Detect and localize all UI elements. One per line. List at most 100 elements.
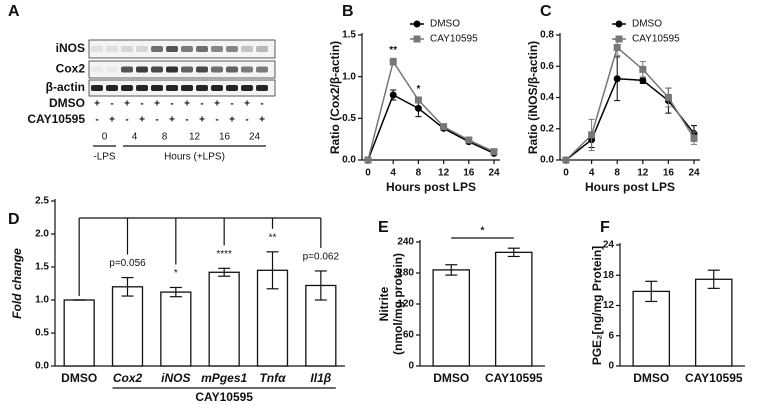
blot-band (136, 46, 148, 52)
blot-band (211, 46, 223, 52)
x-tick-label: 0 (563, 168, 569, 179)
x-tick-label: 8 (416, 168, 422, 179)
panel-letter: C (540, 3, 552, 20)
marker (440, 123, 448, 131)
significance: p=0.056 (109, 258, 146, 269)
y-tick-label: 0.5 (35, 328, 49, 339)
x-tick-label: 24 (688, 168, 700, 179)
x-tick-label: 8 (614, 168, 620, 179)
blot-band (241, 46, 253, 52)
panel-letter: A (8, 3, 20, 20)
blot-band (166, 46, 178, 52)
bar (694, 278, 733, 367)
blot-band (226, 46, 238, 52)
blot-band (136, 85, 148, 91)
panel-letter: B (342, 3, 354, 20)
panel-letter: E (378, 219, 389, 236)
legend-marker (615, 35, 623, 43)
series-line (565, 46, 695, 161)
y-axis-label: Ratio (iNOS/β-actin) (526, 41, 540, 154)
panel-letter: D (8, 211, 20, 228)
treatment-mark: + (169, 115, 175, 126)
treatment-mark: - (230, 99, 233, 110)
condition-label: -LPS (93, 152, 116, 163)
blot-band (196, 85, 208, 91)
error-bar (645, 280, 658, 303)
x-axis-label: Hours post LPS (585, 180, 675, 194)
y-axis-label: (nmol/mg protein) (391, 253, 405, 355)
y-tick-label: 12 (603, 300, 615, 311)
x-tick-label: Tnfα (259, 371, 286, 385)
significance: * (174, 268, 178, 279)
marker (613, 75, 621, 83)
y-tick-label: 60 (403, 330, 415, 341)
x-tick-label: DMSO (633, 371, 669, 385)
significance: p=0.062 (303, 252, 340, 263)
blot-band (121, 66, 133, 73)
blot-band (226, 85, 238, 91)
marker (389, 91, 397, 99)
y-axis-label: PGE₂[ng/mg Protein] (590, 246, 604, 365)
treatment-mark: - (170, 99, 173, 110)
time-label: 12 (189, 132, 201, 143)
marker (414, 104, 422, 112)
x-tick-label: Cox2 (113, 371, 143, 385)
marker (690, 134, 698, 142)
bar (494, 251, 533, 367)
y-tick-label: 0.6 (540, 61, 554, 72)
blot-band (106, 85, 118, 91)
legend-marker (413, 35, 421, 43)
treatment-mark: + (244, 99, 250, 110)
legend-label: DMSO (430, 19, 460, 30)
blot-band (196, 46, 208, 52)
y-tick-label: 18 (603, 270, 615, 281)
x-tick-label: DMSO (433, 371, 469, 385)
blot-band (256, 85, 268, 91)
y-axis-label: Fold change (10, 248, 24, 319)
y-tick-label: 6 (608, 330, 614, 341)
treatment-mark: - (125, 115, 128, 126)
y-tick-label: 0.0 (540, 155, 554, 166)
treatment-mark: - (110, 99, 113, 110)
legend-marker (615, 20, 623, 28)
x-tick-label: 16 (463, 168, 475, 179)
blot-band (166, 66, 178, 73)
blot-band (181, 46, 193, 52)
blot-band (91, 66, 103, 73)
marker (364, 156, 372, 164)
marker (613, 44, 621, 51)
error-bar (121, 276, 134, 297)
x-tick-label: mPges1 (201, 371, 247, 385)
treatment-mark: + (184, 99, 190, 110)
x-tick-label: CAY10595 (485, 371, 543, 385)
blot-band (91, 85, 103, 91)
error-bar (218, 267, 231, 277)
treatment-mark: - (260, 99, 263, 110)
treatment-mark: + (94, 99, 100, 110)
significance: **** (216, 249, 232, 260)
condition-label: Hours (+LPS) (164, 152, 225, 163)
bar (160, 291, 192, 367)
blot-band (91, 46, 103, 52)
treatment-label: CAY10595 (27, 112, 85, 126)
significance: ** (389, 45, 397, 56)
legend-label: DMSO (632, 19, 662, 30)
treatment-mark: - (215, 115, 218, 126)
treatment-mark: + (259, 115, 265, 126)
y-tick-label: 0 (408, 361, 414, 372)
marker (588, 131, 596, 139)
blot-band (181, 85, 193, 91)
blot-band (241, 66, 253, 73)
blot-band (181, 66, 193, 73)
treatment-mark: - (140, 99, 143, 110)
y-axis-label: Ratio (Cox2/β-actin) (328, 41, 342, 154)
blot-band (166, 85, 178, 91)
x-tick-label: 16 (663, 168, 675, 179)
treatment-mark: - (185, 115, 188, 126)
y-tick-label: 1.0 (342, 71, 356, 82)
blot-band (256, 66, 268, 73)
blot-band (226, 66, 238, 73)
marker (389, 58, 397, 66)
significance: * (416, 84, 420, 95)
blot-band (106, 66, 118, 73)
